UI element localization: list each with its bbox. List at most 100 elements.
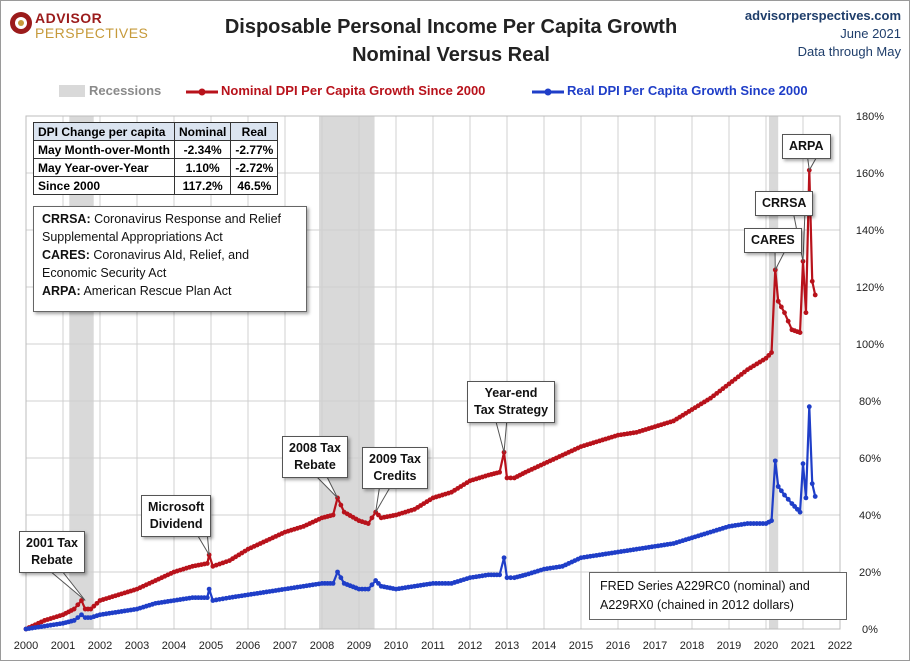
data-point <box>497 572 502 578</box>
chart-title: Disposable Personal Income Per Capita Gr… <box>191 13 711 69</box>
data-point <box>504 575 510 581</box>
x-tick-label: 2016 <box>606 640 630 652</box>
data-point <box>365 521 371 526</box>
x-tick-label: 2011 <box>421 640 445 652</box>
fred-source-note: FRED Series A229RC0 (nominal) and A229RX… <box>589 572 847 620</box>
x-tick-label: 2015 <box>569 640 593 652</box>
callout-2008-tax-rebate: 2008 Tax Rebate <box>282 436 348 478</box>
y-tick-label: 20% <box>859 567 881 579</box>
table-cell: 46.5% <box>230 176 279 195</box>
x-tick-label: 2021 <box>791 640 815 652</box>
callout-cares: CARES <box>744 228 802 253</box>
x-tick-label: 2019 <box>717 640 741 652</box>
x-tick-label: 2022 <box>828 640 852 652</box>
recession-band <box>319 116 375 629</box>
callout-arpa: ARPA <box>782 134 831 159</box>
note-arpa: ARPA: American Rescue Plan Act <box>42 282 298 300</box>
legend-nominal: Nominal DPI Per Capita Growth Since 2000 <box>221 83 486 98</box>
legend-real: Real DPI Per Capita Growth Since 2000 <box>567 83 808 98</box>
data-point <box>803 495 809 501</box>
data-point <box>330 512 336 518</box>
data-point <box>785 496 791 502</box>
table-row: May Month-over-Month -2.34% -2.77% <box>33 140 279 159</box>
y-tick-label: 160% <box>856 168 884 180</box>
callout-pointer <box>494 417 508 453</box>
x-tick-label: 2018 <box>680 640 704 652</box>
data-point <box>800 461 806 467</box>
table-cell: -2.77% <box>230 140 279 159</box>
note-cares: CARES: Coronavirus AId, Relief, and Econ… <box>42 246 298 282</box>
data-point <box>769 518 774 524</box>
data-point <box>335 569 340 575</box>
data-point <box>778 488 784 494</box>
logo-text-top: ADVISOR <box>35 10 103 26</box>
callout-line: Rebate <box>294 458 336 472</box>
data-point <box>338 575 344 581</box>
note-text: American Rescue Plan Act <box>80 284 232 298</box>
legend-real-marker-icon <box>532 88 564 96</box>
x-tick-label: 2014 <box>532 640 556 652</box>
legend-nominal-marker-icon <box>186 88 218 96</box>
site-link[interactable]: advisorperspectives.com <box>744 8 901 23</box>
callout-line: 2008 Tax <box>289 441 341 455</box>
callout-line: Tax Strategy <box>474 403 549 417</box>
data-point <box>508 475 514 481</box>
title-line-1: Disposable Personal Income Per Capita Gr… <box>224 16 678 38</box>
source-info: advisorperspectives.com June 2021 Data t… <box>745 7 901 61</box>
x-tick-label: 2020 <box>754 640 778 652</box>
table-header-nominal: Nominal <box>173 122 232 141</box>
x-tick-label: 2001 <box>51 640 75 652</box>
title-line-2: Nominal Versus Real <box>352 44 550 66</box>
recession-swatch <box>59 85 85 97</box>
callout-line: 2009 Tax <box>369 452 421 466</box>
x-tick-label: 2002 <box>88 640 112 652</box>
data-point <box>75 602 81 608</box>
y-tick-label: 80% <box>859 396 881 408</box>
data-point <box>369 515 375 521</box>
data-point <box>812 292 818 298</box>
plot-area-border <box>25 115 841 630</box>
data-point <box>88 606 94 612</box>
data-point <box>809 278 815 284</box>
dpi-change-table: DPI Change per capita Nominal Real May M… <box>33 122 279 195</box>
callout-line: Microsoft <box>148 500 205 514</box>
data-point <box>330 581 336 586</box>
x-tick-label: 2003 <box>125 640 149 652</box>
data-point <box>806 404 812 410</box>
x-tick-label: 2000 <box>14 640 38 652</box>
data-point <box>206 586 212 592</box>
advisor-perspectives-logo: ADVISOR PERSPECTIVES <box>9 9 148 43</box>
data-point <box>782 492 787 498</box>
y-tick-label: 0% <box>862 624 878 636</box>
callout-year-end-tax-strategy: Year-end Tax Strategy <box>467 381 556 423</box>
callout-line: Rebate <box>31 553 73 567</box>
data-point <box>812 494 818 499</box>
callout-crrsa: CRRSA <box>755 191 814 216</box>
data-point <box>504 475 510 481</box>
table-cell: May Month-over-Month <box>33 140 175 159</box>
note-crrsa: CRRSA: Coronavirus Response and Relief S… <box>42 210 298 246</box>
data-point <box>508 575 514 581</box>
y-tick-label: 100% <box>856 339 884 351</box>
table-cell: 117.2% <box>173 176 232 195</box>
table-cell: May Year-over-Year <box>33 158 175 177</box>
data-point <box>782 310 787 316</box>
data-point <box>71 606 77 612</box>
x-tick-label: 2006 <box>236 640 260 652</box>
data-point <box>497 469 502 475</box>
table-header-row: DPI Change per capita Nominal Real <box>33 122 279 141</box>
data-point <box>75 615 81 620</box>
data-through-note: Data through May <box>797 44 901 59</box>
logo-mark-icon <box>10 12 32 34</box>
data-point <box>79 612 84 618</box>
table-cell: -2.34% <box>173 140 232 159</box>
table-row: May Year-over-Year 1.10% -2.72% <box>33 158 279 177</box>
x-tick-label: 2012 <box>458 640 482 652</box>
logo-text-bottom: PERSPECTIVES <box>35 25 149 41</box>
data-point <box>772 458 778 464</box>
data-point <box>775 484 781 489</box>
legend: Recessions Nominal DPI Per Capita Growth… <box>1 83 909 101</box>
data-point <box>79 598 84 603</box>
y-tick-label: 120% <box>856 282 884 294</box>
